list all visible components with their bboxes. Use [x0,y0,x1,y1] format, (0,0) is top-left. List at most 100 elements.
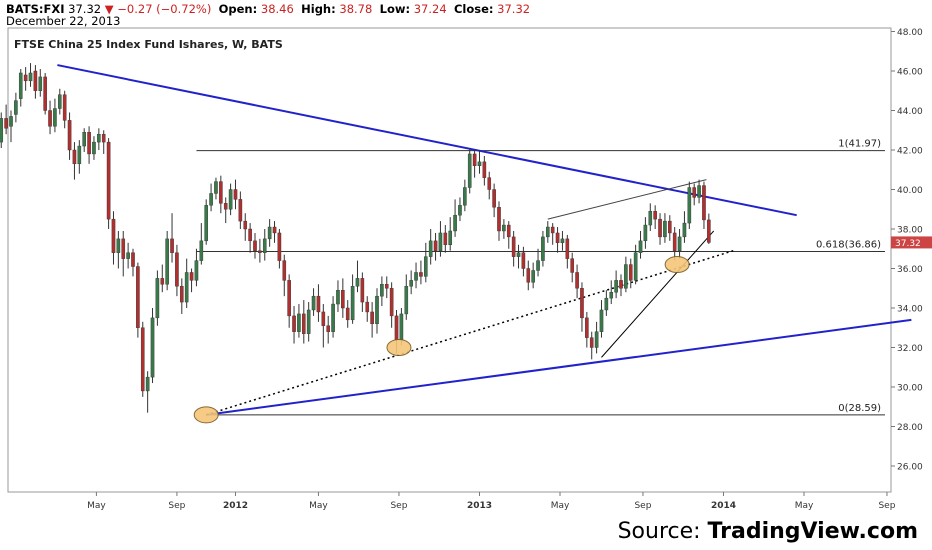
candle-body [443,232,448,245]
candle-body [453,214,457,232]
y-tick-label: 36.00 [897,265,923,275]
candle-body [165,238,169,285]
candle-body [48,110,52,127]
source-prefix: Source: [617,519,708,544]
candle-body [282,260,287,281]
candle-body [199,240,204,261]
candle-body [438,232,443,251]
low-label: Low: [379,2,411,16]
candle-body [345,307,350,321]
candle-body [521,252,526,269]
marker-touch-2 [386,339,412,356]
candle-body [311,295,316,311]
candle-body [433,240,438,251]
candle-body [419,272,423,277]
candle-body [170,238,174,253]
candle-body [341,290,345,309]
x-tick-label: Sep [878,501,895,511]
candle-body [292,315,296,332]
candle-body [506,224,511,238]
candle-body [67,120,72,151]
candle-body [262,238,267,253]
candle-body [633,252,638,281]
candle-body [194,260,199,281]
x-tick-label: 2014 [711,501,736,511]
quote-header: BATS:FXI 37.32 ▼ −0.27 (−0.72%) Open: 38… [6,2,530,16]
candle-body [214,181,218,194]
source-credit: Source: TradingView.com [618,519,918,544]
candle-body [628,264,633,281]
marker-touch-3 [664,256,690,274]
x-tick-label: May [87,501,106,511]
y-tick-label: 34.00 [897,305,923,315]
candle-body [482,161,487,178]
candle-body [316,295,321,313]
candle-body [448,230,453,246]
plot-frame [7,27,892,493]
candle-body [131,252,135,267]
y-tick-label: 44.00 [897,107,923,117]
fib-level-label: 0.618(36.86) [816,240,881,251]
candle-body [111,218,116,253]
candle-body [697,185,701,198]
y-tick-label: 46.00 [897,68,923,78]
candle-body [687,187,692,224]
candle-body [219,181,223,204]
x-tick-label: Sep [634,501,651,511]
candle-body [33,70,38,91]
candle-body [599,309,604,332]
candle-body [28,72,33,82]
candle-body [302,313,306,334]
candle-body [624,264,628,289]
candle-body [472,153,477,166]
candle-body [428,240,433,257]
candle-body [136,266,140,328]
candle-body [409,280,413,287]
open-label: Open: [218,2,258,16]
candle-body [692,187,696,198]
candle-body [238,199,243,222]
candle-body [668,220,672,234]
candle-body [365,301,370,313]
candle-body [643,224,648,242]
candle-body [175,252,179,287]
candle-body [87,132,91,155]
candle-body [702,185,706,221]
candle-body [487,177,492,190]
open-value: 38.46 [260,2,294,16]
x-tick-label: May [551,501,570,511]
candle-body [160,278,165,285]
close-value: 37.32 [497,2,531,16]
candle-body [380,284,384,297]
candle-body [414,272,418,281]
candle-body [404,286,409,315]
candle-body [531,270,535,283]
candle-body [253,240,257,251]
x-tick-label: 2012 [223,501,248,511]
candle-body [18,72,23,99]
candle-body [594,331,599,348]
change-value: −0.27 (−0.72%) [117,2,212,16]
candle-body [92,141,96,155]
candle-body [677,236,682,251]
candle-body [619,280,623,289]
candle-body [511,236,516,257]
candle-body [355,278,360,287]
candle-body [243,220,248,230]
x-tick-label: Sep [390,501,407,511]
candle-body [9,116,13,127]
candle-body [209,193,213,206]
chart-title: FTSE China 25 Index Fund Ishares, W, BAT… [14,38,283,51]
candle-body [38,76,43,91]
candle-body [570,258,574,273]
candle-body [424,256,428,277]
candle-body [516,252,521,257]
candle-body [707,219,711,243]
candle-body [155,278,160,319]
y-tick-label: 48.00 [897,28,923,38]
candle-body [233,189,238,200]
candle-body [550,226,555,234]
x-tick-label: May [309,501,328,511]
candle-body [604,297,609,311]
